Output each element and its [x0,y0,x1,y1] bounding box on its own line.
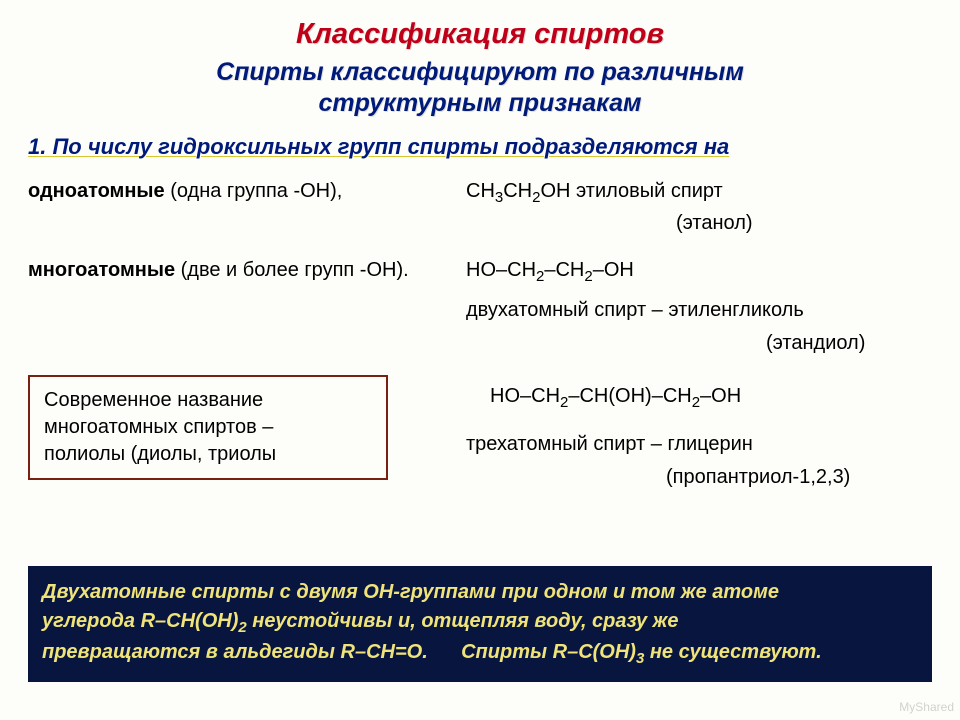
f2a: HO–CH [466,259,536,281]
poly-rest: (две и более групп -ОН). [175,259,409,281]
fl1: Двухатомные спирты с двумя ОН-группами п… [42,581,779,603]
slide-title: Классификация спиртов [28,18,932,51]
glycerin-desc: трехатомный спирт – глицерин [466,431,932,458]
glycol-formula: HO–CH2–CH2–OH [466,257,932,287]
f1b: CH [503,180,532,202]
glycol-desc: двухатомный спирт – этиленгликоль [466,297,932,324]
f3a: HO–CH [490,385,560,407]
fl3c: не существуют. [644,641,821,663]
mono-label: одноатомные (одна группа -ОН), [28,178,448,243]
glycerin-block: HO–CH2–CH(OH)–CH2–OH трехатомный спирт –… [466,367,932,497]
fl3a: превращаются в альдегиды R–CH=O. [42,641,428,663]
fl3gap [428,641,461,663]
row-note-glycerin: Современное название многоатомных спирто… [28,367,932,497]
footer-line2: углерода R–CH(OH)2 неустойчивы и, отщепл… [42,607,918,639]
ethanol-name: (этанол) [466,210,932,237]
poly-strong: многоатомные [28,259,175,281]
glycerin-formula: HO–CH2–CH(OH)–CH2–OH [466,383,932,413]
f3b: –CH(OH)–CH [568,385,691,407]
footer-line1: Двухатомные спирты с двумя ОН-группами п… [42,578,918,607]
polyol-note: Современное название многоатомных спирто… [28,375,388,480]
note-line2: многоатомных спиртов – [44,414,372,441]
mono-strong: одноатомные [28,180,165,202]
ethanol-formula: CH3CH2OH этиловый спирт [466,178,932,208]
f1a: CH [466,180,495,202]
note-col: Современное название многоатомных спирто… [28,367,448,480]
fl3b: Спирты R–C(OH) [461,641,636,663]
fl2a: углерода R–CH(OH) [42,610,238,632]
footer-line3: превращаются в альдегиды R–CH=O. Спирты … [42,638,918,670]
slide-subtitle: Спирты классифицируют по различным струк… [28,57,932,120]
note-line3: полиолы (диолы, триолы [44,441,372,468]
f2b: –CH [544,259,584,281]
footer-note: Двухатомные спирты с двумя ОН-группами п… [28,566,932,683]
slide: Классификация спиртов Спирты классифицир… [0,0,960,720]
watermark: MyShared [899,700,954,714]
section-heading: 1. По числу гидроксильных групп спирты п… [28,134,932,160]
mono-example: CH3CH2OH этиловый спирт (этанол) [466,178,932,243]
glycol-block: HO–CH2–CH2–OH двухатомный спирт – этилен… [466,257,932,363]
glycol-sub: (этандиол) [466,330,932,357]
note-line1: Современное название [44,387,372,414]
f1c: OH этиловый спирт [540,180,722,202]
fl2b: неустойчивы и, отщепляя воду, сразу же [247,610,679,632]
row-poly: многоатомные (две и более групп -ОН). HO… [28,257,932,363]
mono-rest: (одна группа -ОН), [165,180,343,202]
f2c: –OH [593,259,634,281]
subtitle-line1: Спирты классифицируют по различным [216,58,744,86]
row-mono: одноатомные (одна группа -ОН), CH3CH2OH … [28,178,932,243]
glycerin-sub: (пропантриол-1,2,3) [466,464,932,491]
poly-label: многоатомные (две и более групп -ОН). [28,257,448,363]
subtitle-line2: структурным признакам [319,89,642,117]
f3c: –OH [700,385,741,407]
